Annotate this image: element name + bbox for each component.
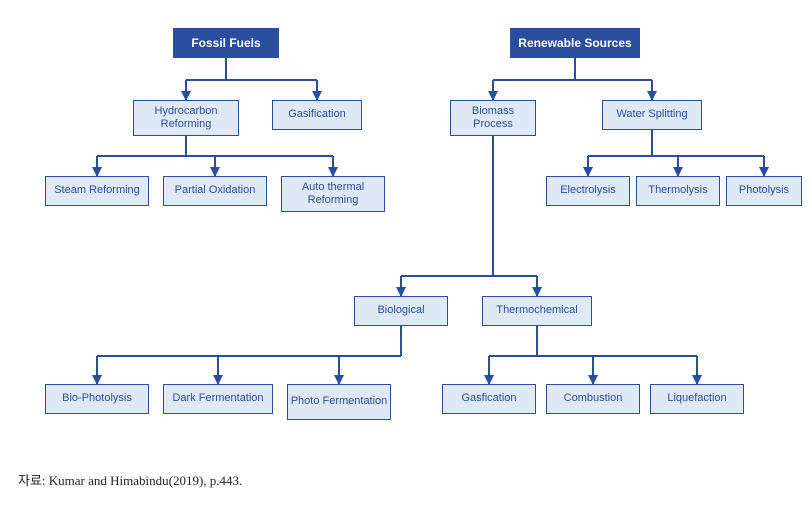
node-electrolysis: Electrolysis xyxy=(546,176,630,206)
node-biological: Biological xyxy=(354,296,448,326)
node-steam: Steam Reforming xyxy=(45,176,149,206)
node-combustion: Combustion xyxy=(546,384,640,414)
flowchart: Fossil Fuels Renewable Sources Hydrocarbon… xyxy=(0,0,812,518)
edge-layer xyxy=(0,0,812,518)
node-photoferm: Photo Fermentation xyxy=(287,384,391,420)
source-citation: 자료: Kumar and Himabindu(2019), p.443. xyxy=(18,470,242,489)
node-autotherm: Auto thermal Reforming xyxy=(281,176,385,212)
node-gasif1: Gasification xyxy=(272,100,362,130)
node-darkferm: Dark Fermentation xyxy=(163,384,273,414)
node-watersplit: Water Splitting xyxy=(602,100,702,130)
node-thermochem: Thermochemical xyxy=(482,296,592,326)
node-partox: Partial Oxidation xyxy=(163,176,267,206)
node-biophoto: Bio-Photolysis xyxy=(45,384,149,414)
node-thermolysis: Thermolysis xyxy=(636,176,720,206)
node-liquefaction: Liquefaction xyxy=(650,384,744,414)
node-fossil: Fossil Fuels xyxy=(173,28,279,58)
node-gasif2: Gasfication xyxy=(442,384,536,414)
node-renewable: Renewable Sources xyxy=(510,28,640,58)
node-hydroref: Hydrocarbon Reforming xyxy=(133,100,239,136)
node-photolysis: Photolysis xyxy=(726,176,802,206)
node-biomass: Biomass Process xyxy=(450,100,536,136)
